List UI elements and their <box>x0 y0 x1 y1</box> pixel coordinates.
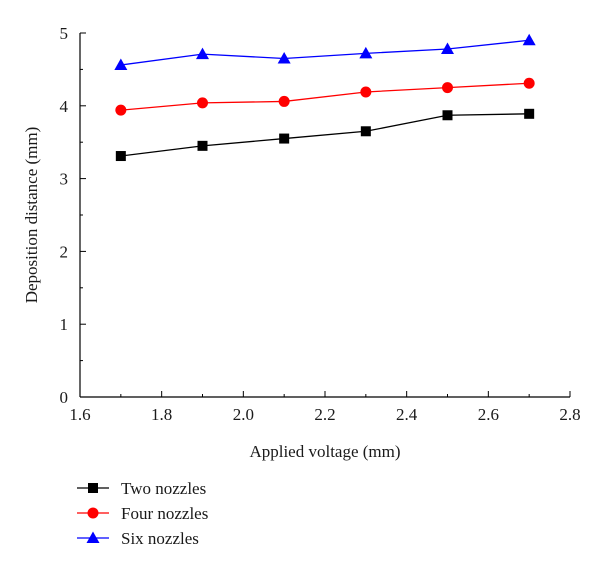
series-group <box>114 33 536 162</box>
y-tick-label: 0 <box>60 388 69 407</box>
x-axis-title: Applied voltage (mm) <box>249 442 400 461</box>
data-point-two-nozzles <box>197 140 208 151</box>
data-point-two-nozzles <box>115 151 126 162</box>
legend-item-four-nozzles: Four nozzles <box>77 504 208 523</box>
legend-label: Four nozzles <box>121 504 208 523</box>
x-tick-label: 1.8 <box>151 405 172 424</box>
series-line-four-nozzles <box>120 82 530 111</box>
data-point-four-nozzles <box>197 97 208 109</box>
legend-marker <box>86 531 100 543</box>
series-line-two-nozzles <box>120 113 530 157</box>
data-point-two-nozzles <box>279 133 290 144</box>
tick-labels: 1.6 1.8 2.0 2.2 2.4 2.6 2.8 0 1 2 3 4 5 <box>60 24 581 424</box>
legend-item-six-nozzles: Six nozzles <box>77 529 199 548</box>
y-tick-label: 1 <box>60 315 69 334</box>
data-point-four-nozzles <box>442 82 453 94</box>
series-two-nozzles <box>115 108 535 162</box>
data-point-four-nozzles <box>523 77 535 89</box>
legend-item-two-nozzles: Two nozzles <box>77 479 206 498</box>
x-tick-label: 2.4 <box>396 405 418 424</box>
axes <box>79 33 570 398</box>
data-point-six-nozzles <box>196 47 209 60</box>
y-axis-title: Deposition distance (mm) <box>22 127 41 304</box>
data-point-six-nozzles <box>359 46 373 59</box>
data-point-four-nozzles <box>278 95 290 107</box>
data-point-six-nozzles <box>441 42 454 55</box>
legend: Two nozzles Four nozzles Six nozzles <box>77 479 208 548</box>
y-tick-label: 3 <box>60 170 69 189</box>
data-point-six-nozzles <box>522 33 536 46</box>
series-line-six-nozzles <box>120 39 530 66</box>
x-tick-label: 2.2 <box>314 405 335 424</box>
data-point-two-nozzles <box>442 110 453 121</box>
data-point-four-nozzles <box>360 86 372 98</box>
x-tick-label: 2.0 <box>233 405 254 424</box>
y-tick-label: 4 <box>60 97 69 116</box>
x-tick-label: 2.6 <box>478 405 499 424</box>
y-tick-label: 5 <box>60 24 69 43</box>
x-tick-label: 1.6 <box>69 405 90 424</box>
data-point-four-nozzles <box>115 104 127 116</box>
legend-label: Six nozzles <box>121 529 199 548</box>
x-tick-label: 2.8 <box>559 405 580 424</box>
series-four-nozzles <box>115 77 535 116</box>
tick-marks <box>79 32 571 398</box>
legend-marker <box>88 483 98 493</box>
y-tick-label: 2 <box>60 242 69 261</box>
data-point-two-nozzles <box>360 126 371 137</box>
series-six-nozzles <box>114 33 536 71</box>
legend-marker <box>87 507 99 519</box>
data-point-six-nozzles <box>114 58 128 71</box>
legend-label: Two nozzles <box>121 479 206 498</box>
data-point-two-nozzles <box>524 108 535 119</box>
data-point-six-nozzles <box>277 51 291 64</box>
